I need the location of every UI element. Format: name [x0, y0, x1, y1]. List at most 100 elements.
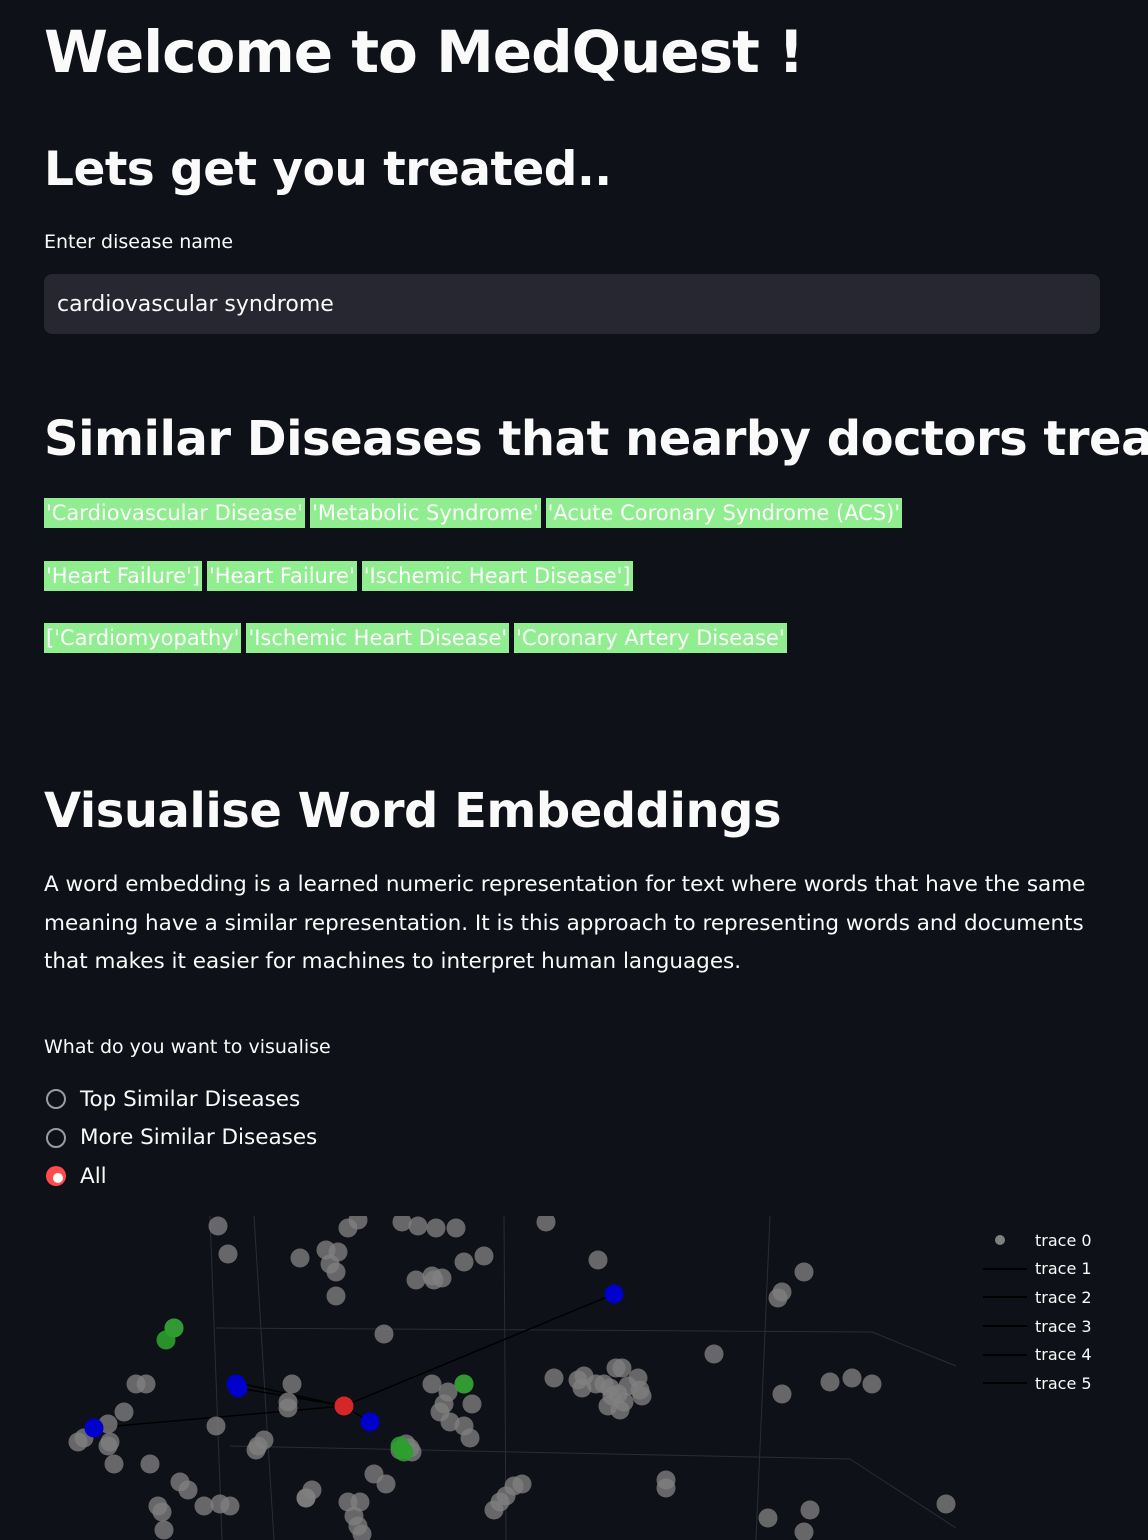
scatter-point[interactable]	[588, 1250, 608, 1270]
scatter-point[interactable]	[114, 1402, 134, 1422]
scatter-point[interactable]	[474, 1246, 494, 1266]
scatter-point[interactable]	[536, 1216, 556, 1232]
similar-diseases-heading: Similar Diseases that nearby doctors tre…	[44, 411, 1148, 467]
scatter-point[interactable]	[208, 1216, 228, 1236]
scatter-point[interactable]	[194, 1496, 214, 1516]
visualise-radio-group[interactable]: Top Similar Diseases More Similar Diseas…	[46, 1080, 317, 1196]
scatter-point[interactable]	[394, 1442, 414, 1462]
scatter-point[interactable]	[794, 1522, 814, 1540]
embedding-scatter-plot[interactable]	[44, 1216, 1104, 1540]
scatter-point[interactable]	[178, 1480, 198, 1500]
scatter-point[interactable]	[794, 1262, 814, 1282]
scatter-point[interactable]	[374, 1324, 394, 1344]
scatter-point[interactable]	[612, 1358, 632, 1378]
legend-item[interactable]: trace 3	[980, 1312, 1092, 1341]
scatter-point[interactable]	[334, 1396, 354, 1416]
scatter-point[interactable]	[392, 1216, 412, 1232]
scatter-point[interactable]	[84, 1418, 104, 1438]
scatter-point[interactable]	[862, 1374, 882, 1394]
scatter-point[interactable]	[246, 1440, 266, 1460]
disease-chip: 'Heart Failure']	[44, 561, 202, 591]
scatter-point[interactable]	[800, 1500, 820, 1520]
scatter-point[interactable]	[460, 1428, 480, 1448]
page-title: Welcome to MedQuest !	[44, 18, 804, 86]
link-lines	[93, 1293, 615, 1429]
scatter-point[interactable]	[454, 1374, 474, 1394]
scatter-point[interactable]	[290, 1248, 310, 1268]
radio-circle-icon[interactable]	[46, 1127, 66, 1148]
disease-chip: 'Metabolic Syndrome'	[310, 498, 541, 528]
scatter-point[interactable]	[446, 1218, 466, 1238]
scatter-point[interactable]	[376, 1474, 396, 1494]
similar-chip-row-2: 'Heart Failure'] 'Heart Failure' 'Ischem…	[44, 561, 633, 591]
scatter-point[interactable]	[604, 1284, 624, 1304]
scatter-point[interactable]	[156, 1330, 176, 1350]
disease-chip: 'Acute Coronary Syndrome (ACS)'	[545, 498, 903, 528]
scatter-point[interactable]	[544, 1368, 564, 1388]
similar-chip-row-3: ['Cardiomyopathy' 'Ischemic Heart Diseas…	[44, 623, 787, 653]
scatter-point[interactable]	[152, 1502, 172, 1522]
scatter-point[interactable]	[408, 1216, 428, 1236]
scatter-point[interactable]	[282, 1374, 302, 1394]
embeddings-heading: Visualise Word Embeddings	[44, 783, 782, 839]
scatter-point[interactable]	[104, 1454, 124, 1474]
legend-item[interactable]: trace 2	[980, 1283, 1092, 1312]
disease-chip: ['Cardiomyopathy'	[44, 623, 242, 653]
scatter-point[interactable]	[768, 1288, 788, 1308]
scatter-points	[68, 1216, 956, 1540]
scatter-point[interactable]	[454, 1252, 474, 1272]
scatter-point[interactable]	[154, 1520, 174, 1540]
scatter-point[interactable]	[140, 1454, 160, 1474]
scatter-point[interactable]	[422, 1266, 442, 1286]
scatter-point[interactable]	[426, 1218, 446, 1238]
scatter-point[interactable]	[422, 1374, 442, 1394]
radio-option-label[interactable]: All	[80, 1163, 107, 1189]
scatter-point[interactable]	[820, 1372, 840, 1392]
disease-search-value[interactable]: cardiovascular syndrome	[57, 291, 334, 317]
scatter-point[interactable]	[220, 1496, 240, 1516]
scatter-point[interactable]	[278, 1392, 298, 1412]
scatter-point[interactable]	[512, 1474, 532, 1494]
scatter-point[interactable]	[326, 1262, 346, 1282]
radio-more-similar[interactable]: More Similar Diseases	[46, 1119, 317, 1158]
legend-item[interactable]: trace 0	[980, 1226, 1092, 1255]
scatter-point[interactable]	[842, 1368, 862, 1388]
scatter-point[interactable]	[296, 1488, 316, 1508]
disease-input-label: Enter disease name	[44, 231, 234, 253]
scatter-point[interactable]	[610, 1400, 630, 1420]
scatter-point[interactable]	[772, 1384, 792, 1404]
legend-item[interactable]: trace 5	[980, 1369, 1092, 1398]
radio-option-label[interactable]: Top Similar Diseases	[80, 1086, 301, 1112]
scatter-point[interactable]	[704, 1344, 724, 1364]
embeddings-description: A word embedding is a learned numeric re…	[44, 872, 1086, 974]
scatter-point[interactable]	[936, 1494, 956, 1514]
legend-item[interactable]: trace 4	[980, 1340, 1092, 1369]
scatter-point[interactable]	[352, 1524, 372, 1540]
scatter-point[interactable]	[136, 1374, 156, 1394]
scatter-point[interactable]	[656, 1478, 676, 1498]
radio-option-label[interactable]: More Similar Diseases	[80, 1125, 318, 1151]
scatter-point[interactable]	[326, 1286, 346, 1306]
legend-item[interactable]: trace 1	[980, 1255, 1092, 1284]
plot-legend[interactable]: trace 0 trace 1 trace 2 trace 3 trace 4 …	[980, 1226, 1092, 1398]
scatter-point[interactable]	[218, 1244, 238, 1264]
scatter-point[interactable]	[68, 1432, 88, 1452]
scatter-point[interactable]	[462, 1394, 482, 1414]
radio-circle-icon[interactable]	[46, 1089, 66, 1110]
scatter-point[interactable]	[206, 1416, 226, 1436]
scatter-point[interactable]	[98, 1436, 118, 1456]
scatter-point[interactable]	[484, 1500, 504, 1520]
scatter-point[interactable]	[632, 1386, 652, 1406]
scatter-point[interactable]	[360, 1412, 380, 1432]
similar-chip-row-1: 'Cardiovascular Disease' 'Metabolic Synd…	[44, 498, 903, 528]
radio-top-similar[interactable]: Top Similar Diseases	[46, 1080, 317, 1119]
visualise-radio-label: What do you want to visualise	[44, 1036, 331, 1058]
radio-selected-icon[interactable]	[46, 1166, 66, 1187]
radio-all[interactable]: All	[46, 1157, 317, 1196]
scatter-point[interactable]	[758, 1508, 778, 1528]
scatter-point[interactable]	[406, 1270, 426, 1290]
disease-search-input[interactable]: cardiovascular syndrome	[44, 274, 1100, 334]
scatter-point[interactable]	[348, 1216, 368, 1230]
scatter-point[interactable]	[228, 1378, 248, 1398]
disease-chip: 'Ischemic Heart Disease']	[361, 561, 633, 591]
